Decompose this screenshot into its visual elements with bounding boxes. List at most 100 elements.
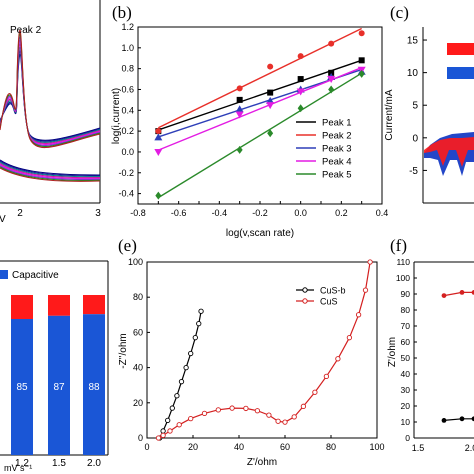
panel-d-bars: 85 1.2 87 1.5 88 2.0: [11, 295, 105, 469]
panel-b-data-point: [358, 57, 365, 64]
panel-b-x-tick-label: -0.4: [212, 208, 228, 218]
panel-e-data-point: [174, 393, 180, 399]
panel-e-data-point: [196, 320, 202, 327]
panel-e-x-label: Z'/ohm: [247, 457, 277, 468]
panel-e-data-point: [160, 428, 166, 434]
panel-a-x-unit: V: [0, 214, 6, 225]
panel-e-data-point: [215, 407, 221, 413]
panel-e-data-point: [243, 405, 249, 412]
panel-e-data-point: [176, 422, 182, 428]
panel-f-y-tick-label: 10: [401, 417, 411, 427]
panel-e-y-label: -Z''/ohm: [118, 333, 129, 369]
panel-b-data-point: [327, 76, 336, 84]
panel-b-data-point: [235, 105, 244, 113]
panel-f-y-tick-label: 110: [396, 257, 410, 267]
panel-e-data-point: [160, 432, 166, 439]
panel-e-x-tick-label: 0: [144, 442, 149, 452]
panel-c-y-tick-label: 10: [407, 68, 419, 79]
panel-b-legend-label: Peak 3: [322, 144, 352, 155]
panel-f-x-tick-label: 1.5: [412, 443, 425, 453]
panel-e-y-tick-label: 40: [133, 363, 143, 373]
panel-c-y-tick-label: 0: [412, 133, 418, 144]
panel-c: (c) 15 10 5 0 -5 Current/mA: [384, 3, 474, 204]
panel-e-legend-marker: [302, 298, 308, 304]
panel-b-y-tick-label: 0.2: [121, 126, 134, 136]
panel-c-ticks: 15 10 5 0 -5: [407, 36, 427, 177]
panel-d-x-tick-label: 2.0: [87, 458, 101, 469]
panel-b-legend-label: Peak 1: [322, 118, 352, 129]
panel-f-series-line: [443, 291, 474, 297]
panel-d-bar-capacitive: [11, 319, 33, 455]
panel-e-data-point: [169, 405, 175, 411]
panel-e-x-tick-label: 80: [326, 442, 336, 452]
panel-e-data-point: [229, 405, 235, 411]
panel-b-x-tick-label: -0.2: [252, 208, 268, 218]
panel-e-legend-label: CuS-b: [320, 286, 346, 296]
panel-a-cv-curve: [0, 30, 101, 182]
panel-f-y-tick-label: 0: [405, 433, 410, 443]
panel-d-bar-diffusion: [83, 295, 105, 315]
panel-d-x-tick-label: 1.2: [15, 458, 29, 469]
panel-e-data-point: [266, 412, 272, 418]
panel-f-ticks: 0 10 20 30 40 50 60 70 80 90 100 110 1.5 2.0: [396, 257, 474, 453]
panel-e-y-tick-label: 0: [138, 433, 143, 443]
panel-e-data-point: [178, 379, 185, 385]
panel-b-label: (b): [112, 3, 132, 22]
panel-e-data-point: [282, 419, 288, 425]
panel-f-data-point: [471, 290, 474, 295]
panel-e-data-point: [165, 417, 171, 424]
panel-e-data-point: [323, 373, 330, 380]
panel-b-data-point: [267, 63, 274, 70]
panel-d-bar-value: 88: [88, 382, 100, 393]
panel-b-x-tick-label: 0.4: [376, 208, 389, 218]
panel-b-data-point: [358, 30, 365, 37]
panel-f-y-tick-label: 40: [401, 369, 411, 379]
panel-b-data-point: [297, 76, 304, 83]
panel-b: (b) -0.8 -0.6 -0.4 -0.2 0.0 0.2 0.4 -0.4 -0.2 0.0…: [111, 3, 388, 239]
panel-b-x-tick-label: -0.6: [171, 208, 187, 218]
panel-e-y-tick-label: 80: [133, 292, 143, 302]
panel-b-data-point: [155, 191, 162, 200]
panel-b-y-tick-label: 1.2: [121, 22, 134, 32]
panel-b-y-tick-label: -0.4: [118, 189, 134, 199]
panel-d-bar-capacitive: [83, 314, 105, 455]
panel-b-data-point: [266, 102, 275, 110]
panel-b-data-point: [267, 129, 274, 138]
panel-c-y-tick-label: 15: [407, 36, 419, 47]
panel-b-data-point: [235, 111, 244, 119]
panel-c-label: (c): [390, 3, 409, 22]
panel-e-label: (e): [118, 236, 137, 255]
panel-a-curves: [0, 30, 101, 182]
panel-b-x-tick-label: 0.0: [294, 208, 307, 218]
panel-b-data-point: [328, 85, 335, 94]
panel-f-y-tick-label: 50: [401, 353, 411, 363]
panel-d-bar-value: 85: [16, 382, 28, 393]
panel-f-data-point: [441, 293, 447, 298]
panel-f-y-tick-label: 20: [401, 401, 411, 411]
panel-f-y-tick-label: 90: [401, 289, 411, 299]
panel-d-bar-diffusion: [48, 295, 70, 316]
panel-b-data-point: [236, 96, 243, 103]
panel-c-red-band: [424, 137, 474, 167]
panel-f-data-point: [459, 290, 465, 295]
panel-a-peak-annotation: Peak 2: [10, 25, 42, 36]
panel-e-y-tick-label: 60: [133, 327, 143, 337]
panel-e-data-point: [312, 389, 318, 395]
panel-b-data-point: [328, 69, 335, 76]
panel-b-data-point: [297, 104, 304, 113]
panel-e-x-tick-label: 20: [188, 442, 198, 452]
panel-b-data-point: [155, 128, 162, 135]
panel-b-x-label: log(v,scan rate): [226, 228, 294, 239]
panel-f-y-tick-label: 80: [401, 305, 411, 315]
panel-b-legend: Peak 1 Peak 2 Peak 3 Peak 4 Peak 5: [296, 118, 352, 181]
panel-c-y-label: Current/mA: [384, 89, 395, 140]
panel-d-bar-capacitive: [48, 315, 70, 455]
panel-b-data-point: [296, 88, 305, 96]
panel-e: (e) 0 20 40 60 80 100 0 20 40 60 80 100 -Z''/ohm Z'…: [118, 236, 385, 468]
panel-a-cv-curve: [0, 46, 101, 178]
panel-b-data-point: [154, 148, 163, 156]
panel-f-data-point: [459, 416, 465, 422]
panel-e-data-point: [346, 335, 353, 341]
panel-d-legend-swatch: [0, 270, 8, 279]
